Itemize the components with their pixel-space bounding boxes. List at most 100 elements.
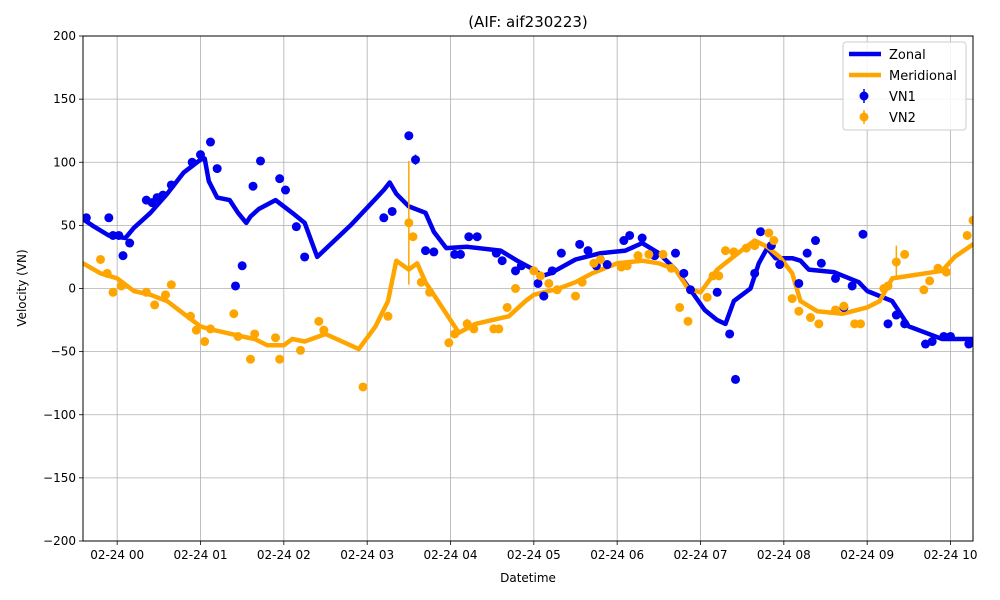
data-point [721, 246, 730, 256]
x-tick-label: 02-24 10 [924, 548, 978, 562]
data-point [675, 302, 685, 312]
data-point [450, 329, 460, 339]
legend-entry-vn2: VN2 [859, 110, 916, 126]
data-point [358, 382, 368, 392]
legend: Zonal Meridional VN1 VN2 [842, 41, 967, 131]
y-tick-label: −100 [43, 408, 76, 422]
data-point [856, 319, 865, 329]
data-point [831, 273, 840, 283]
data-point [637, 233, 647, 243]
y-tick-label: −200 [43, 534, 76, 548]
data-point [511, 266, 520, 276]
data-point [161, 290, 170, 300]
data-point [927, 337, 937, 347]
x-tick-label: 02-24 08 [757, 548, 811, 562]
data-point [212, 164, 222, 174]
data-point [187, 157, 197, 167]
data-point [925, 276, 935, 286]
data-point [383, 311, 393, 321]
x-tick-label: 02-24 09 [840, 548, 894, 562]
data-point [802, 248, 812, 258]
data-point [839, 301, 849, 311]
y-axis: −200 −150 −100 −50 0 50 100 150 200 [43, 29, 83, 548]
data-point [702, 292, 712, 302]
data-point [919, 285, 929, 295]
x-axis-label: Datetime [500, 571, 556, 585]
data-point [456, 249, 465, 259]
data-point [186, 311, 195, 321]
legend-marker [859, 91, 869, 101]
data-point [166, 180, 176, 190]
data-point [256, 156, 265, 166]
data-point [946, 331, 955, 341]
data-point [494, 324, 504, 334]
data-point [141, 287, 151, 297]
data-point [116, 281, 126, 291]
data-point [411, 155, 420, 165]
data-point [231, 281, 240, 291]
y-tick-label: 0 [68, 282, 76, 296]
data-point [831, 305, 840, 315]
x-axis: 02-24 00 02-24 01 02-24 02 02-24 03 02-24 04… [90, 541, 977, 562]
data-point [544, 278, 554, 288]
data-point [229, 309, 239, 319]
data-point [536, 271, 545, 281]
data-point [756, 227, 765, 237]
data-point [275, 174, 285, 184]
data-point [502, 302, 512, 312]
data-point [421, 246, 430, 256]
x-tick-label: 02-24 02 [257, 548, 311, 562]
x-tick-label: 02-24 06 [590, 548, 644, 562]
data-point [811, 236, 820, 246]
data-point [200, 337, 210, 347]
data-point [686, 285, 695, 295]
data-point [847, 281, 857, 291]
data-point [679, 268, 689, 278]
data-point [108, 287, 118, 297]
data-point [858, 229, 868, 239]
data-point [296, 345, 305, 355]
data-point [775, 260, 785, 270]
data-point [464, 232, 474, 242]
data-point [683, 316, 693, 326]
data-point [125, 238, 135, 248]
y-tick-label: 150 [53, 92, 76, 106]
data-point [291, 222, 301, 232]
data-point [547, 266, 557, 276]
data-point [533, 278, 543, 288]
data-point [319, 325, 329, 335]
legend-label: Zonal [889, 48, 926, 63]
data-point [769, 236, 779, 246]
data-point [941, 267, 951, 277]
data-point [964, 339, 973, 349]
data-point [625, 230, 635, 240]
data-point [191, 325, 201, 335]
legend-label: VN2 [889, 111, 916, 126]
data-point [206, 137, 215, 147]
legend-label: VN1 [889, 90, 916, 105]
data-point [883, 319, 893, 329]
data-point [539, 291, 549, 301]
chart-title: (AIF: aif230223) [468, 13, 588, 31]
legend-entry-zonal: Zonal [849, 48, 926, 63]
data-point [206, 324, 215, 334]
data-point [166, 280, 176, 290]
data-point [891, 310, 901, 320]
data-point [750, 268, 760, 278]
data-point [150, 300, 160, 310]
data-point [271, 333, 280, 343]
data-point [939, 331, 949, 341]
y-tick-label: −50 [51, 345, 76, 359]
data-point [462, 319, 472, 329]
data-point [425, 287, 435, 297]
data-point [644, 249, 654, 259]
data-point [725, 329, 735, 339]
y-tick-label: 50 [61, 218, 76, 232]
data-point [404, 131, 414, 141]
data-point [114, 230, 124, 240]
y-tick-label: −150 [43, 471, 76, 485]
data-point [196, 150, 205, 160]
data-point [750, 241, 760, 251]
data-point [583, 246, 593, 256]
